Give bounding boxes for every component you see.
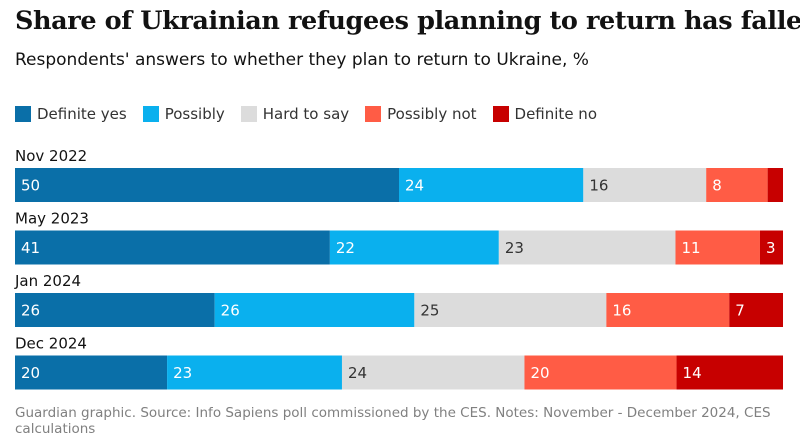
bar-segment-hard-to-say-jan-2024 [414, 293, 607, 327]
legend-swatch-possibly [142, 106, 159, 122]
data-label-definite-no-jan-2024: 7 [735, 302, 745, 320]
data-label-hard-to-say-may-2023: 23 [505, 239, 524, 257]
data-label-possibly-jan-2024: 26 [221, 302, 240, 320]
legend-swatch-possibly-not [365, 106, 382, 122]
row-label-nov-2022: Nov 2022 [15, 147, 87, 165]
data-label-possibly-may-2023: 22 [336, 239, 355, 257]
data-label-definite-yes-may-2023: 41 [21, 239, 40, 257]
bar-segment-hard-to-say-nov-2022 [583, 168, 707, 202]
bar-segment-possibly-not-dec-2024 [524, 355, 677, 390]
chart-title: Share of Ukrainian refugees planning to … [15, 6, 800, 36]
bar-segment-possibly-not-may-2023 [675, 230, 760, 265]
bar-segment-possibly-not-nov-2022 [706, 168, 768, 202]
data-label-hard-to-say-nov-2022: 16 [589, 177, 608, 195]
legend-label-definite-no: Definite no [514, 105, 597, 123]
data-label-hard-to-say-jan-2024: 25 [420, 302, 439, 320]
data-label-definite-no-dec-2024: 14 [683, 364, 702, 382]
bar-segment-possibly-not-jan-2024 [606, 293, 730, 327]
legend-label-definite-yes: Definite yes [37, 105, 127, 123]
bar-segment-hard-to-say-dec-2024 [341, 355, 525, 390]
data-label-possibly-dec-2024: 23 [173, 364, 192, 382]
data-label-possibly-nov-2022: 24 [405, 177, 424, 195]
bar-segment-definite-yes-jan-2024 [15, 293, 215, 327]
data-label-hard-to-say-dec-2024: 24 [348, 364, 367, 382]
source-note: Guardian graphic. Source: Info Sapiens p… [15, 405, 771, 437]
legend-swatch-definite-yes [15, 106, 31, 122]
row-label-dec-2024: Dec 2024 [15, 335, 87, 353]
data-label-definite-yes-dec-2024: 20 [21, 364, 40, 382]
data-label-possibly-not-jan-2024: 16 [612, 302, 631, 320]
row-label-may-2023: May 2023 [15, 210, 89, 228]
bar-segment-possibly-may-2023 [329, 230, 499, 265]
data-label-possibly-not-nov-2022: 8 [712, 177, 722, 195]
data-label-definite-yes-jan-2024: 26 [21, 302, 40, 320]
bar-segment-possibly-dec-2024 [167, 355, 342, 390]
data-label-possibly-not-may-2023: 11 [681, 239, 700, 257]
bar-segment-definite-no-may-2023 [759, 230, 783, 265]
bar-segment-definite-yes-may-2023 [15, 230, 330, 265]
bar-segment-definite-yes-nov-2022 [15, 168, 399, 202]
bar-segment-definite-no-dec-2024 [676, 355, 783, 390]
bar-segment-definite-yes-dec-2024 [15, 355, 168, 390]
bar-segment-hard-to-say-may-2023 [498, 230, 676, 265]
bar-segment-possibly-nov-2022 [399, 168, 584, 202]
data-label-definite-no-may-2023: 3 [766, 239, 776, 257]
legend-swatch-hard-to-say [240, 106, 257, 122]
legend-item-definite-no: Definite no [492, 105, 597, 123]
bar-segment-possibly-jan-2024 [214, 293, 415, 327]
data-label-possibly-not-dec-2024: 20 [530, 364, 549, 382]
row-label-jan-2024: Jan 2024 [14, 272, 81, 290]
legend-label-possibly-not: Possibly not [387, 105, 477, 123]
legend-item-definite-yes: Definite yes [15, 105, 127, 123]
chart-subtitle: Respondents' answers to whether they pla… [15, 50, 589, 70]
legend-item-possibly: Possibly [142, 105, 225, 123]
chart-legend: Definite yes Possibly Hard to say Possib… [15, 105, 613, 123]
legend-item-possibly-not: Possibly not [365, 105, 477, 123]
legend-label-possibly: Possibly [164, 105, 225, 123]
data-label-definite-yes-nov-2022: 50 [21, 177, 40, 195]
bar-segment-definite-no-jan-2024 [729, 293, 783, 327]
legend-label-hard-to-say: Hard to say [262, 105, 350, 123]
legend-item-hard-to-say: Hard to say [240, 105, 350, 123]
bar-segment-definite-no-nov-2022 [767, 168, 783, 202]
legend-swatch-definite-no [492, 106, 509, 122]
